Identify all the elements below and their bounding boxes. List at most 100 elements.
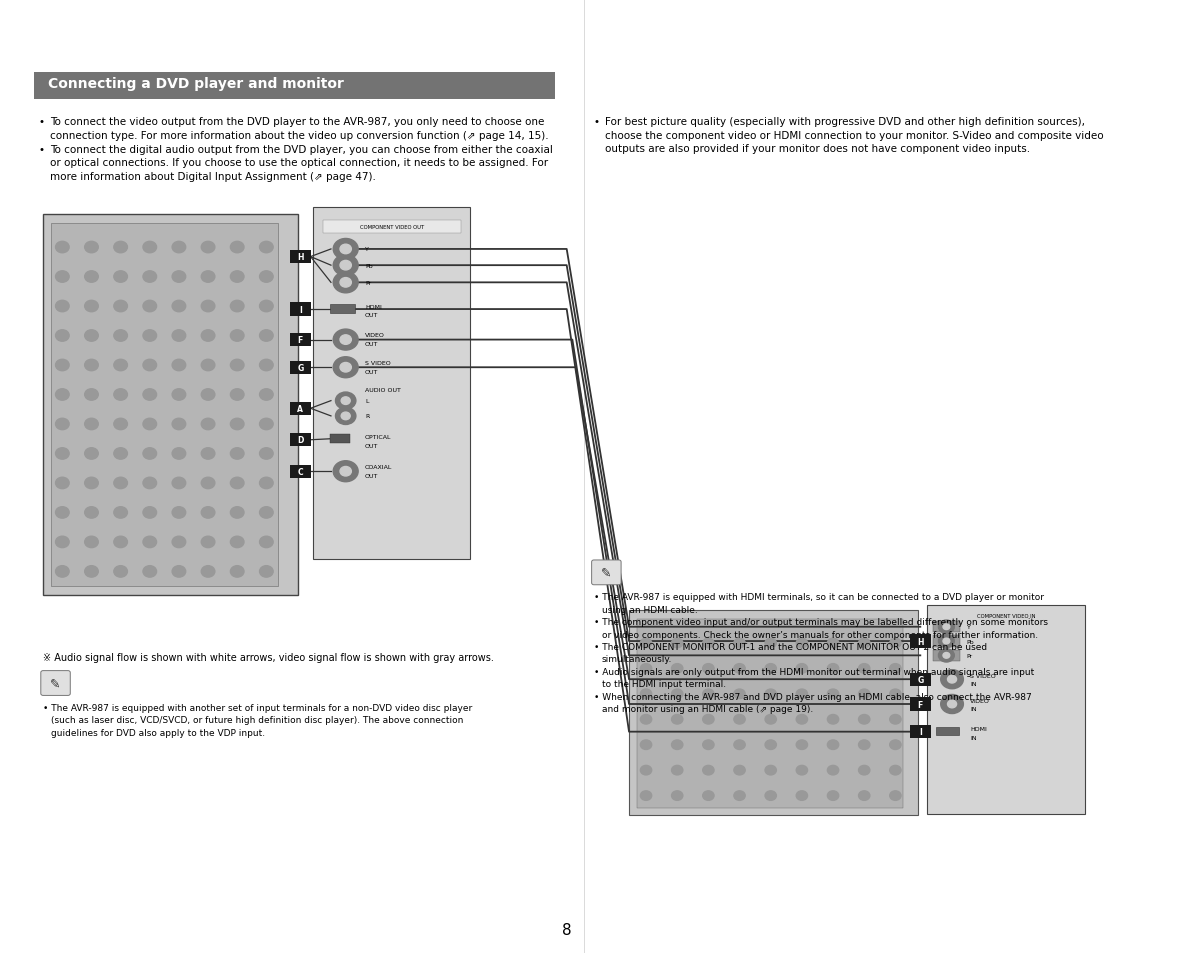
Circle shape: [114, 566, 127, 578]
Circle shape: [890, 715, 900, 724]
Text: To connect the digital audio output from the DVD player, you can choose from eit: To connect the digital audio output from…: [50, 145, 553, 154]
Text: I: I: [918, 727, 922, 737]
Circle shape: [85, 360, 98, 372]
Circle shape: [230, 566, 245, 578]
FancyBboxPatch shape: [591, 560, 621, 585]
Circle shape: [55, 360, 70, 372]
Text: H: H: [917, 637, 923, 646]
Circle shape: [341, 245, 351, 254]
Circle shape: [336, 393, 356, 410]
Circle shape: [230, 301, 245, 313]
Circle shape: [796, 689, 808, 699]
Text: For best picture quality (especially with progressive DVD and other high definit: For best picture quality (especially wit…: [605, 117, 1085, 127]
Circle shape: [85, 331, 98, 342]
Circle shape: [85, 566, 98, 578]
Circle shape: [336, 408, 356, 425]
Text: D: D: [297, 436, 303, 445]
Text: HDMI: HDMI: [364, 304, 381, 310]
Circle shape: [143, 390, 157, 401]
Circle shape: [671, 765, 683, 775]
Circle shape: [640, 639, 652, 648]
Text: IN: IN: [970, 681, 977, 687]
Circle shape: [85, 301, 98, 313]
Circle shape: [201, 272, 215, 283]
Text: and monitor using an HDMI cable (⇗ page 19).: and monitor using an HDMI cable (⇗ page …: [602, 704, 813, 713]
Circle shape: [942, 653, 950, 659]
Circle shape: [259, 242, 273, 253]
Circle shape: [858, 791, 870, 801]
Circle shape: [230, 360, 245, 372]
FancyBboxPatch shape: [933, 636, 960, 647]
Circle shape: [143, 507, 157, 518]
Text: COMPONENT VIDEO IN: COMPONENT VIDEO IN: [977, 613, 1036, 618]
Text: G: G: [917, 675, 923, 684]
Circle shape: [114, 331, 127, 342]
FancyBboxPatch shape: [910, 673, 930, 686]
Circle shape: [230, 331, 245, 342]
Circle shape: [341, 261, 351, 271]
Circle shape: [173, 390, 186, 401]
Text: Pr: Pr: [966, 653, 972, 659]
Circle shape: [333, 239, 359, 260]
FancyBboxPatch shape: [290, 251, 311, 264]
Circle shape: [939, 649, 954, 662]
Circle shape: [703, 689, 715, 699]
Circle shape: [55, 418, 70, 430]
Text: IN: IN: [970, 735, 977, 740]
Circle shape: [333, 330, 359, 351]
Circle shape: [230, 448, 245, 459]
Circle shape: [827, 689, 839, 699]
Circle shape: [827, 740, 839, 750]
Circle shape: [173, 477, 186, 489]
Text: (such as laser disc, VCD/SVCD, or future high definition disc player). The above: (such as laser disc, VCD/SVCD, or future…: [52, 716, 463, 724]
Text: S VIDEO: S VIDEO: [970, 673, 996, 679]
Circle shape: [143, 566, 157, 578]
Text: HDMI: HDMI: [970, 726, 987, 732]
Text: L: L: [364, 398, 368, 404]
Circle shape: [85, 242, 98, 253]
Circle shape: [114, 507, 127, 518]
Circle shape: [734, 689, 746, 699]
Circle shape: [827, 664, 839, 674]
Text: guidelines for DVD also apply to the VDP input.: guidelines for DVD also apply to the VDP…: [52, 728, 265, 737]
Circle shape: [55, 390, 70, 401]
Text: •: •: [38, 117, 44, 127]
Text: ※ Audio signal flow is shown with white arrows, video signal flow is shown with : ※ Audio signal flow is shown with white …: [43, 653, 494, 662]
Circle shape: [85, 418, 98, 430]
FancyBboxPatch shape: [290, 334, 311, 347]
Circle shape: [143, 537, 157, 548]
Circle shape: [671, 689, 683, 699]
Circle shape: [333, 461, 359, 482]
Text: S VIDEO: S VIDEO: [364, 360, 391, 366]
Circle shape: [734, 715, 746, 724]
Circle shape: [173, 331, 186, 342]
Text: F: F: [917, 700, 923, 709]
Circle shape: [173, 537, 186, 548]
Circle shape: [796, 765, 808, 775]
Circle shape: [55, 301, 70, 313]
Circle shape: [858, 689, 870, 699]
Circle shape: [173, 242, 186, 253]
Circle shape: [230, 418, 245, 430]
Text: G: G: [297, 363, 303, 373]
Circle shape: [827, 765, 839, 775]
Text: ✎: ✎: [50, 677, 61, 690]
Text: OUT: OUT: [364, 369, 379, 375]
Circle shape: [201, 507, 215, 518]
Circle shape: [640, 715, 652, 724]
Circle shape: [765, 791, 777, 801]
Circle shape: [765, 639, 777, 648]
Circle shape: [230, 507, 245, 518]
Circle shape: [85, 390, 98, 401]
Circle shape: [342, 397, 350, 405]
Circle shape: [942, 639, 950, 644]
Circle shape: [173, 360, 186, 372]
Circle shape: [796, 791, 808, 801]
Circle shape: [796, 664, 808, 674]
Circle shape: [201, 566, 215, 578]
Circle shape: [765, 664, 777, 674]
Circle shape: [941, 670, 963, 689]
Circle shape: [890, 740, 900, 750]
Circle shape: [230, 390, 245, 401]
Circle shape: [114, 448, 127, 459]
